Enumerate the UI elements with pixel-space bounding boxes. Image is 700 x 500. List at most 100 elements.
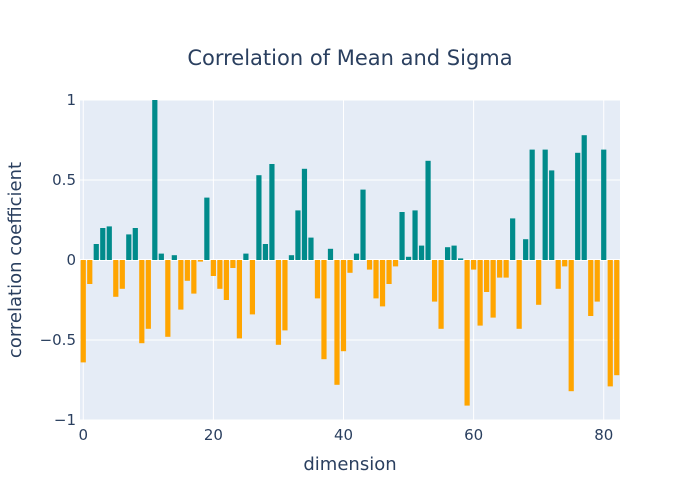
y-tick-label: −0.5	[40, 331, 76, 349]
bar	[243, 253, 249, 260]
bar	[594, 260, 600, 302]
bar	[145, 260, 151, 329]
y-tick-label: −1	[54, 411, 76, 429]
bar	[386, 260, 392, 284]
bar	[106, 226, 112, 260]
bar	[197, 260, 203, 262]
x-tick-label: 0	[78, 426, 88, 444]
bar	[314, 260, 321, 299]
bar	[119, 260, 125, 289]
y-tick-label: 0	[66, 251, 76, 269]
bar	[93, 244, 99, 260]
bar	[516, 260, 522, 329]
bar	[607, 260, 613, 387]
bar	[340, 260, 347, 352]
bar	[510, 218, 516, 260]
bar	[347, 260, 353, 273]
bar	[458, 258, 464, 260]
bar	[126, 234, 132, 260]
y-axis-label: correlation coefficient	[5, 162, 26, 358]
bar	[366, 260, 373, 270]
bar	[171, 255, 177, 260]
bar	[568, 260, 574, 392]
bar	[581, 135, 587, 260]
bar	[288, 255, 295, 260]
bar	[165, 260, 171, 337]
bar	[549, 170, 555, 260]
bar	[412, 210, 418, 260]
bar	[158, 253, 164, 260]
bar	[477, 260, 483, 326]
bar	[217, 260, 223, 289]
bar	[152, 100, 158, 260]
y-tick-label: 1	[66, 91, 76, 109]
bar	[405, 256, 412, 260]
bar	[523, 239, 529, 260]
bar	[464, 260, 470, 406]
bar	[223, 260, 229, 300]
bar	[184, 260, 190, 281]
bar	[295, 210, 301, 260]
x-tick-label: 60	[464, 426, 483, 444]
bar	[256, 175, 262, 260]
x-tick-label: 20	[204, 426, 223, 444]
bar	[236, 260, 242, 339]
x-axis-ticks: 0 20 40 60 80	[78, 426, 613, 444]
bar	[210, 260, 216, 276]
bar	[353, 253, 360, 260]
chart-title: Correlation of Mean and Sigma	[187, 46, 512, 70]
y-axis-ticks: −1 −0.5 0 0.5 1	[40, 91, 76, 429]
bar	[418, 245, 425, 260]
bar	[497, 260, 503, 278]
bar	[269, 164, 275, 260]
bar	[113, 260, 119, 297]
bar	[444, 247, 451, 260]
bar	[100, 228, 106, 260]
x-tick-label: 40	[334, 426, 353, 444]
bar	[249, 260, 256, 315]
bar	[575, 152, 581, 260]
bar	[139, 260, 145, 344]
bar	[282, 260, 288, 331]
bar	[562, 260, 568, 267]
bar	[178, 260, 184, 310]
bar	[373, 260, 379, 299]
bars	[80, 100, 620, 406]
bar	[379, 260, 386, 307]
bar	[308, 237, 314, 260]
bar	[327, 248, 334, 260]
bar	[536, 260, 542, 305]
y-tick-label: 0.5	[52, 171, 76, 189]
bar	[334, 260, 340, 385]
bar	[301, 168, 308, 260]
bar	[87, 260, 93, 284]
bar	[80, 260, 86, 363]
bar	[614, 260, 620, 376]
bar	[425, 160, 431, 260]
bar	[471, 260, 477, 270]
bar	[490, 260, 496, 318]
bar	[601, 149, 607, 260]
bar	[555, 260, 561, 289]
bar	[529, 149, 535, 260]
bar	[451, 245, 457, 260]
bar	[262, 244, 269, 260]
bar	[503, 260, 509, 278]
bar	[230, 260, 236, 268]
bar	[392, 260, 399, 267]
bar	[360, 189, 366, 260]
bar	[542, 149, 548, 260]
bar	[399, 212, 405, 260]
bar	[275, 260, 282, 345]
bar	[132, 228, 138, 260]
bar	[204, 197, 210, 260]
bar	[484, 260, 490, 292]
bar	[438, 260, 444, 329]
x-axis-label: dimension	[303, 454, 396, 475]
bar	[191, 260, 197, 294]
x-tick-label: 80	[594, 426, 613, 444]
bar	[321, 260, 327, 360]
bar	[588, 260, 594, 316]
bar	[431, 260, 438, 302]
